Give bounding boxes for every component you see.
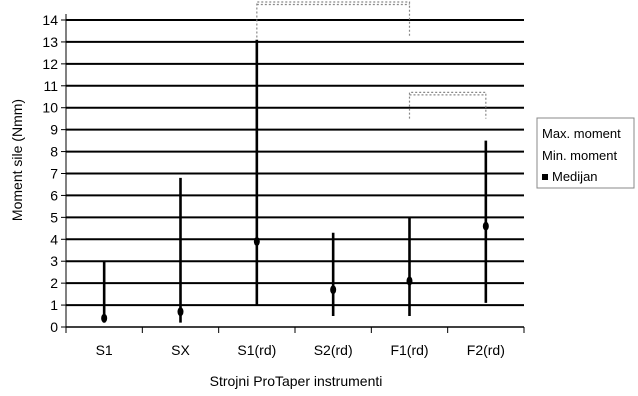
y-tick-label-2: 2 — [50, 275, 58, 291]
significance-brackets — [256, 1, 487, 119]
legend-entry-median: Medijan — [552, 169, 598, 184]
y-tick-label-11: 11 — [43, 78, 58, 94]
y-tick-label-13: 13 — [42, 34, 58, 50]
bracket-1 — [408, 91, 487, 119]
y-tick-label-0: 0 — [50, 319, 58, 335]
y-tick-label-5: 5 — [50, 209, 58, 225]
x-tick-label-F2(rd): F2(rd) — [467, 342, 505, 358]
x-axis-title: Strojni ProTaper instrumenti — [210, 373, 383, 389]
median-marker-SX — [177, 307, 184, 317]
x-tick-label-S1: S1 — [96, 342, 113, 358]
legend-entry-min: Min. moment — [542, 148, 618, 163]
y-tick-label-3: 3 — [50, 253, 58, 269]
x-tick-label-S1(rd): S1(rd) — [237, 342, 276, 358]
median-marker-F1(rd) — [406, 276, 413, 286]
y-tick-label-1: 1 — [50, 297, 58, 313]
y-tick-label-10: 10 — [42, 100, 58, 116]
y-axis-title: Moment sile (Nmm) — [9, 99, 25, 221]
grid-lines — [66, 19, 524, 307]
y-tick-label-8: 8 — [50, 144, 58, 160]
y-tick-label-7: 7 — [50, 166, 58, 182]
x-tick-label-S2(rd): S2(rd) — [314, 342, 353, 358]
median-marker-S1 — [101, 313, 108, 323]
axes — [61, 14, 525, 333]
median-marker-S2(rd) — [330, 285, 337, 295]
legend: Max. moment Min. moment Medijan — [536, 117, 635, 189]
legend-entry-max: Max. moment — [542, 126, 621, 141]
legend-marker-median — [542, 174, 548, 180]
bracket-0 — [256, 1, 411, 38]
legend-box — [536, 117, 635, 189]
y-tick-label-6: 6 — [50, 187, 58, 203]
y-tick-label-4: 4 — [50, 231, 58, 247]
median-marker-S1(rd) — [253, 236, 260, 246]
y-tick-label-12: 12 — [42, 56, 58, 72]
y-tick-label-14: 14 — [42, 12, 58, 28]
median-marker-F2(rd) — [482, 221, 489, 231]
x-tick-label-SX: SX — [171, 342, 190, 358]
y-tick-label-9: 9 — [50, 122, 58, 138]
x-tick-label-F1(rd): F1(rd) — [390, 342, 428, 358]
range-bars — [101, 39, 489, 323]
